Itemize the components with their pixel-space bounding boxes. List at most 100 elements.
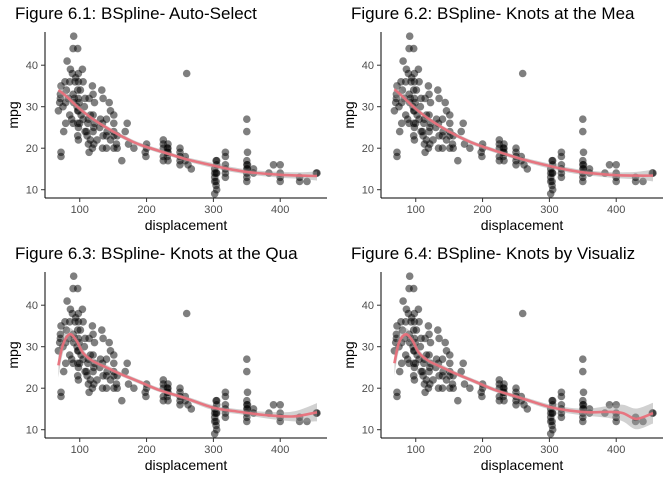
data-point xyxy=(405,32,414,40)
data-point xyxy=(303,177,311,186)
data-point xyxy=(105,338,113,347)
data-point xyxy=(212,409,221,417)
data-point xyxy=(182,69,191,78)
data-point xyxy=(221,148,230,157)
data-point xyxy=(548,409,557,417)
y-tick-label: 20 xyxy=(26,143,38,155)
x-axis-title: displacement xyxy=(481,217,564,233)
x-tick-label: 100 xyxy=(71,444,89,456)
data-point xyxy=(130,384,138,392)
data-point xyxy=(78,305,87,314)
data-point xyxy=(118,156,126,165)
data-point xyxy=(212,425,221,434)
data-point xyxy=(59,367,68,376)
data-point xyxy=(73,44,82,53)
data-point xyxy=(98,86,106,94)
y-tick-label: 40 xyxy=(26,300,38,312)
x-tick-label: 300 xyxy=(540,444,558,456)
data-point xyxy=(243,413,251,422)
y-tick-label: 10 xyxy=(362,425,374,437)
data-point xyxy=(523,165,532,173)
data-point xyxy=(579,173,587,182)
data-point xyxy=(212,185,221,194)
data-point xyxy=(434,326,442,334)
data-point xyxy=(424,322,433,330)
data-point xyxy=(548,156,557,165)
data-point xyxy=(164,396,172,405)
data-point xyxy=(69,32,78,40)
x-axis-title: displacement xyxy=(145,217,228,233)
data-point xyxy=(164,140,172,148)
fit-line xyxy=(57,332,318,418)
x-tick-label: 400 xyxy=(607,204,625,216)
x-tick-label: 400 xyxy=(271,204,289,216)
data-point xyxy=(243,367,251,376)
data-point xyxy=(500,140,508,148)
data-point xyxy=(176,144,184,152)
data-point xyxy=(212,156,221,165)
data-point xyxy=(500,396,508,405)
data-point xyxy=(90,98,99,107)
data-point xyxy=(88,82,97,90)
data-point xyxy=(412,86,421,94)
chart-panel-4: Figure 6.4: BSpline- Knots by Visualiz 10… xyxy=(341,244,663,473)
data-point xyxy=(612,401,620,409)
confidence-band xyxy=(58,327,318,422)
data-point xyxy=(605,161,614,169)
data-point xyxy=(123,119,131,128)
data-point xyxy=(75,98,83,107)
data-point xyxy=(130,144,138,152)
data-point xyxy=(409,44,418,53)
y-axis-title: mpg xyxy=(341,341,357,368)
data-point xyxy=(557,401,566,409)
x-axis-title: displacement xyxy=(145,457,228,473)
data-point xyxy=(579,401,588,409)
fit-line xyxy=(57,89,318,178)
data-point xyxy=(416,342,425,351)
data-point xyxy=(548,169,557,177)
y-axis-title: mpg xyxy=(5,101,21,128)
data-point xyxy=(61,359,70,368)
data-point xyxy=(59,127,68,136)
x-tick-label: 300 xyxy=(204,204,222,216)
data-point xyxy=(69,272,78,280)
data-point xyxy=(438,144,447,152)
data-point xyxy=(124,140,133,148)
data-point xyxy=(398,86,407,94)
data-point xyxy=(221,388,230,397)
data-point xyxy=(110,351,118,359)
data-point xyxy=(459,359,467,368)
data-point xyxy=(243,388,252,397)
data-point xyxy=(79,78,87,86)
data-point xyxy=(446,351,454,359)
data-point xyxy=(395,127,404,136)
data-point xyxy=(89,330,97,339)
data-point xyxy=(612,161,620,169)
data-point xyxy=(88,322,97,330)
data-point xyxy=(435,94,443,103)
data-point xyxy=(74,136,83,144)
data-point xyxy=(62,326,71,334)
fit-line xyxy=(393,88,654,177)
data-point xyxy=(113,144,121,152)
data-point xyxy=(76,86,85,94)
data-point xyxy=(102,355,111,363)
data-point xyxy=(518,69,527,78)
data-point xyxy=(579,161,588,169)
x-tick-label: 400 xyxy=(271,444,289,456)
fit-line xyxy=(393,332,654,421)
chart-title: Figure 6.1: BSpline- Auto-Select xyxy=(15,4,257,23)
data-point xyxy=(449,144,457,152)
confidence-band xyxy=(394,81,653,182)
y-tick-label: 30 xyxy=(26,342,38,354)
data-point xyxy=(410,136,419,144)
data-point xyxy=(243,173,251,182)
y-axis-title: mpg xyxy=(5,341,21,368)
data-point xyxy=(74,376,83,384)
data-point xyxy=(393,152,401,161)
data-point xyxy=(124,380,133,388)
data-point xyxy=(415,78,423,86)
data-point xyxy=(243,401,252,409)
data-point xyxy=(612,413,620,422)
